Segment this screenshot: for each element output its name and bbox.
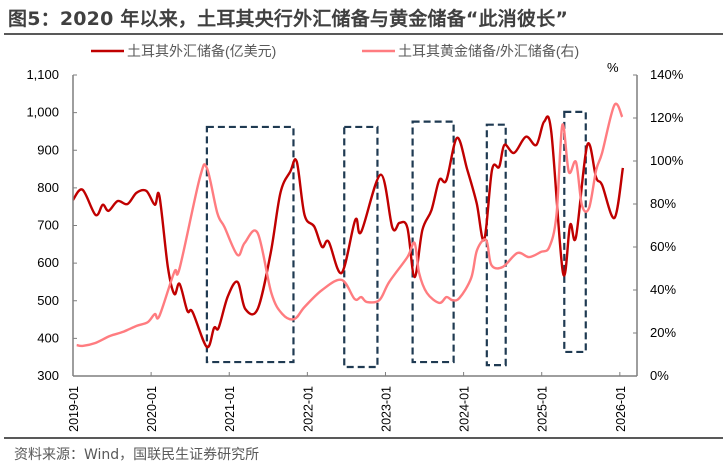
source-note: 资料来源：Wind，国联民生证券研究所: [14, 447, 260, 463]
right-tick-label: 60%: [650, 239, 676, 254]
x-tick-label: 2024-01: [458, 386, 472, 432]
left-tick-label: 400: [37, 330, 59, 345]
x-tick-label: 2025-01: [536, 386, 550, 432]
right-tick-label: 120%: [650, 110, 684, 125]
legend-label-1: 土耳其外汇储备(亿美元): [127, 43, 276, 59]
right-tick-label: 40%: [650, 282, 676, 297]
left-tick-label: 1,000: [26, 105, 59, 120]
left-tick-label: 800: [37, 180, 59, 195]
source-divider: [4, 437, 723, 439]
left-tick-label: 300: [37, 368, 59, 383]
highlight-box-4: [485, 123, 507, 367]
series-lines: [72, 102, 625, 349]
right-tick-label: 0%: [650, 368, 669, 383]
highlight-box-2: [343, 125, 379, 369]
highlight-boxes: [205, 110, 587, 369]
right-tick-label: 20%: [650, 325, 676, 340]
left-tick-label: 600: [37, 255, 59, 270]
left-tick-label: 700: [37, 218, 59, 233]
left-tick-label: 1,100: [26, 67, 59, 82]
title-divider: [4, 33, 723, 35]
highlight-box-1: [205, 125, 295, 364]
right-tick-label: 80%: [650, 196, 676, 211]
legend-label-2: 土耳其黄金储备/外汇储备(右): [398, 43, 579, 59]
fx-reserves-line: [72, 115, 625, 349]
x-tick-label: 2023-01: [379, 386, 393, 432]
x-tick-label: 2022-01: [301, 386, 315, 432]
right-axis-unit-label: %: [607, 60, 619, 75]
right-tick-label: 140%: [650, 67, 684, 82]
axes: 300 400 500 600 700 800 900 1,000 1,100 0% 20% 40% 6…: [26, 60, 683, 432]
highlight-box-5: [563, 110, 587, 354]
gold-fx-ratio-line: [76, 102, 624, 348]
right-tick-label: 100%: [650, 153, 684, 168]
x-tick-label: 2020-01: [145, 386, 159, 432]
highlight-box-3: [411, 120, 455, 364]
x-tick-label: 2026-01: [614, 386, 628, 432]
x-tick-label: 2019-01: [67, 386, 81, 432]
left-tick-label: 500: [37, 293, 59, 308]
left-tick-label: 900: [37, 142, 59, 157]
figure-title: 图5：2020 年以来，土耳其央行外汇储备与黄金储备“此消彼长”: [8, 8, 569, 30]
legend: 土耳其外汇储备(亿美元) 土耳其黄金储备/外汇储备(右): [91, 43, 579, 59]
x-tick-label: 2021-01: [223, 386, 237, 432]
